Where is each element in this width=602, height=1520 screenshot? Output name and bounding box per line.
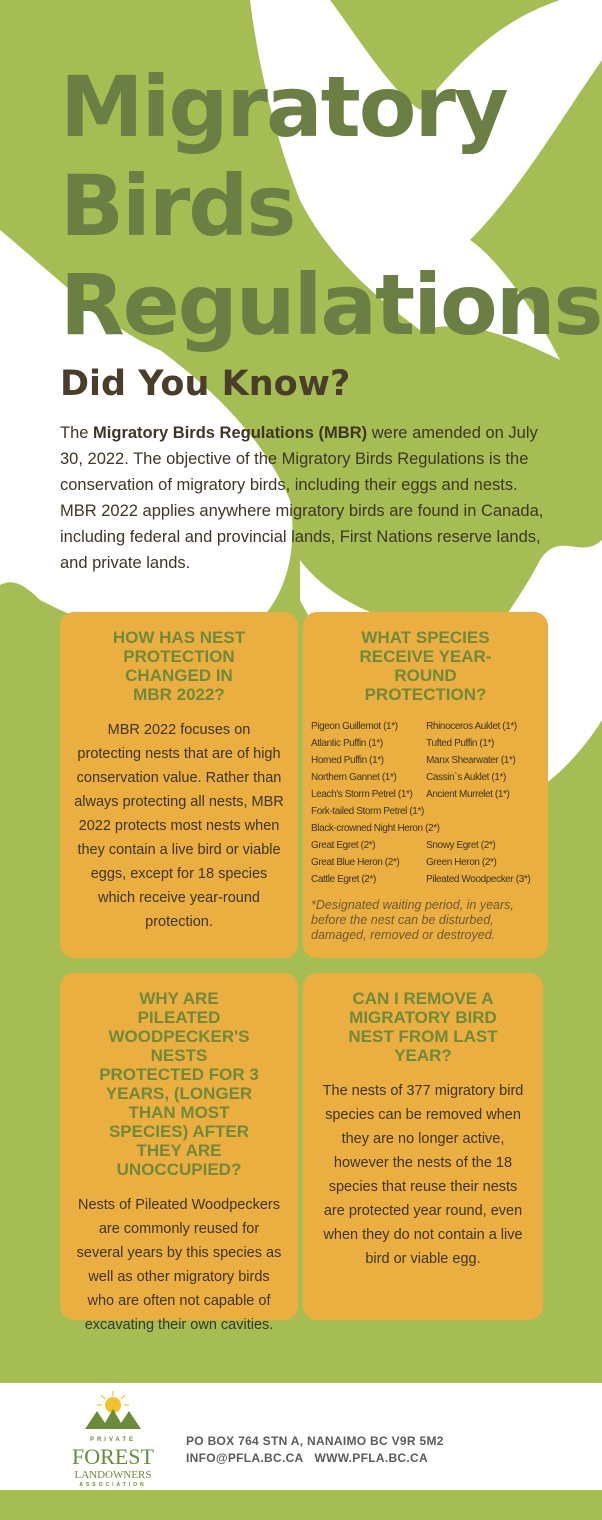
species-item: Cattle Egret (2*) [311,874,376,885]
species-item: Manx Shearwater (1*) [426,755,516,766]
address: PO BOX 764 STN A, NANAIMO BC V9R 5M2 [186,1434,444,1448]
box-heading: How has nest protection changed in MBR 2… [112,628,246,704]
did-you-know-heading: Did You Know? [60,364,351,404]
species-item: Rhinoceros Auklet (1*) [426,721,517,732]
email-link[interactable]: INFO@PFLA.BC.CA [186,1451,304,1465]
species-item: Horned Puffin (1*) [311,755,384,766]
species-item: Northern Gannet (1*) [311,772,397,783]
logo-text: LANDOWNERS [74,1469,152,1481]
intro-bold: Migratory Birds Regulations (MBR) [93,424,368,442]
box-heading: Why are Pileated Woodpecker's nests prot… [99,989,259,1179]
species-item: Ancient Murrelet (1*) [426,789,510,800]
box-heading: Can I remove a migratory bird nest from … [348,989,498,1065]
logo-text: ASSOCIATION [79,1482,147,1488]
info-box-species: What species receive year-round protecti… [303,612,548,958]
bird-silhouette-left [0,230,293,646]
title-line: Migratory [60,58,509,156]
title-line: Birds [60,157,296,255]
intro-paragraph: The Migratory Birds Regulations (MBR) we… [60,420,550,576]
species-item: Great Egret (2*) [311,840,376,851]
species-item: Pileated Woodpecker (3*) [426,874,531,885]
species-item: Cassin`s Auklet (1*) [426,772,506,783]
title-line: Regulations [60,256,602,354]
box-body: MBR 2022 focuses on protecting nests tha… [74,722,284,930]
website-link[interactable]: WWW.PFLA.BC.CA [314,1451,428,1465]
species-item: Leach's Storm Petrel (1*) [311,789,413,800]
box-body: The nests of 377 migratory bird species … [322,1083,524,1267]
info-box-pileated: Why are Pileated Woodpecker's nests prot… [60,973,298,1333]
pfla-logo: PRIVATE FOREST LANDOWNERS ASSOCIATION [68,1391,158,1489]
species-item: Pigeon Guillemot (1*) [311,721,398,732]
page-title: Migratory Birds Regulations [60,58,602,355]
species-item: Atlantic Puffin (1*) [311,738,383,749]
info-box-remove-nest: Can I remove a migratory bird nest from … [303,973,543,1320]
footnote: *Designated waiting period, in years, be… [311,898,514,942]
intro-text: The [60,424,94,442]
species-item: Fork-tailed Storm Petrel (1*) [311,806,424,817]
footer: PRIVATE FOREST LANDOWNERS ASSOCIATION PO… [0,1383,602,1490]
contact-info: PO BOX 764 STN A, NANAIMO BC V9R 5M2 INF… [186,1433,444,1467]
species-list: Pigeon Guillemot (1*) Rhinoceros Auklet (… [311,718,540,888]
logo-text: FOREST [72,1444,154,1469]
bird-silhouette-top [250,0,602,360]
logo-text: PRIVATE [89,1437,137,1443]
box-body: Nests of Pileated Woodpeckers are common… [76,1197,282,1333]
species-item: Snowy Egret (2*) [426,840,496,851]
species-item: Black-crowned Night Heron (2*) [311,823,440,834]
species-item: Green Heron (2*) [426,857,497,868]
species-item: Tufted Puffin (1*) [426,738,494,749]
intro-text: were amended on July 30, 2022. The objec… [60,424,544,572]
info-box-nest-protection: How has nest protection changed in MBR 2… [60,612,298,958]
box-heading: What species receive year-round protecti… [359,628,492,704]
species-item: Great Blue Heron (2*) [311,857,400,868]
mountain-sun-icon [85,1391,141,1429]
